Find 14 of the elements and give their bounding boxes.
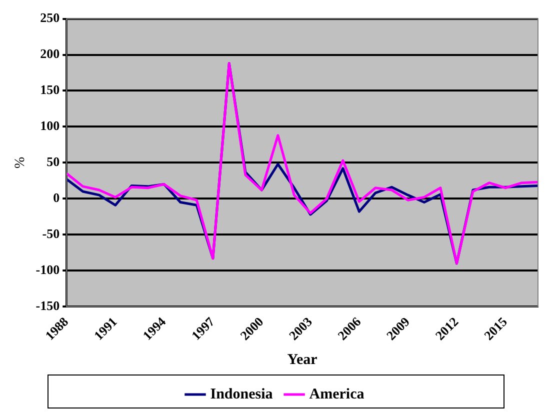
y-tick-label: 150 — [40, 82, 60, 98]
y-tick-label: -50 — [42, 226, 60, 241]
y-tick-label: 50 — [46, 154, 60, 170]
legend-label: America — [309, 386, 365, 402]
x-tick-label: 1991 — [90, 314, 120, 343]
y-tick-label: -100 — [36, 262, 60, 277]
y-tick-label: 250 — [40, 10, 60, 26]
x-axis-title: Year — [287, 352, 318, 368]
y-axis-title: % — [13, 156, 28, 169]
y-tick-label: -150 — [36, 298, 60, 313]
y-tick-label: 200 — [40, 46, 60, 62]
y-tick-label: 0 — [53, 190, 60, 206]
y-tick-label: 100 — [40, 118, 60, 134]
legend-label: Indonesia — [210, 386, 274, 402]
